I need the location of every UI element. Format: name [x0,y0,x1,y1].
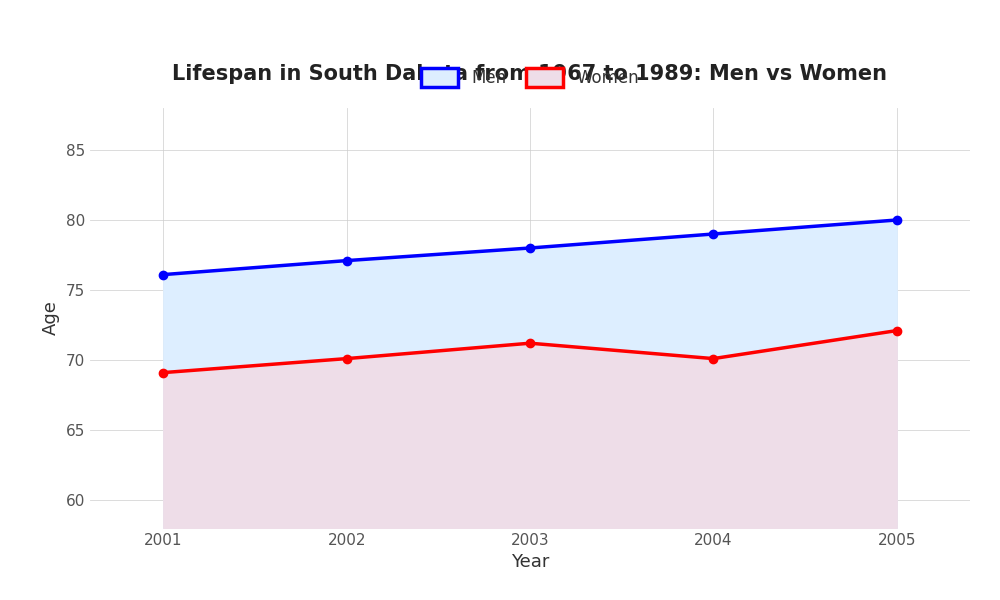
X-axis label: Year: Year [511,553,549,571]
Legend: Men, Women: Men, Women [414,62,646,94]
Y-axis label: Age: Age [42,301,60,335]
Title: Lifespan in South Dakota from 1967 to 1989: Men vs Women: Lifespan in South Dakota from 1967 to 19… [173,64,888,84]
